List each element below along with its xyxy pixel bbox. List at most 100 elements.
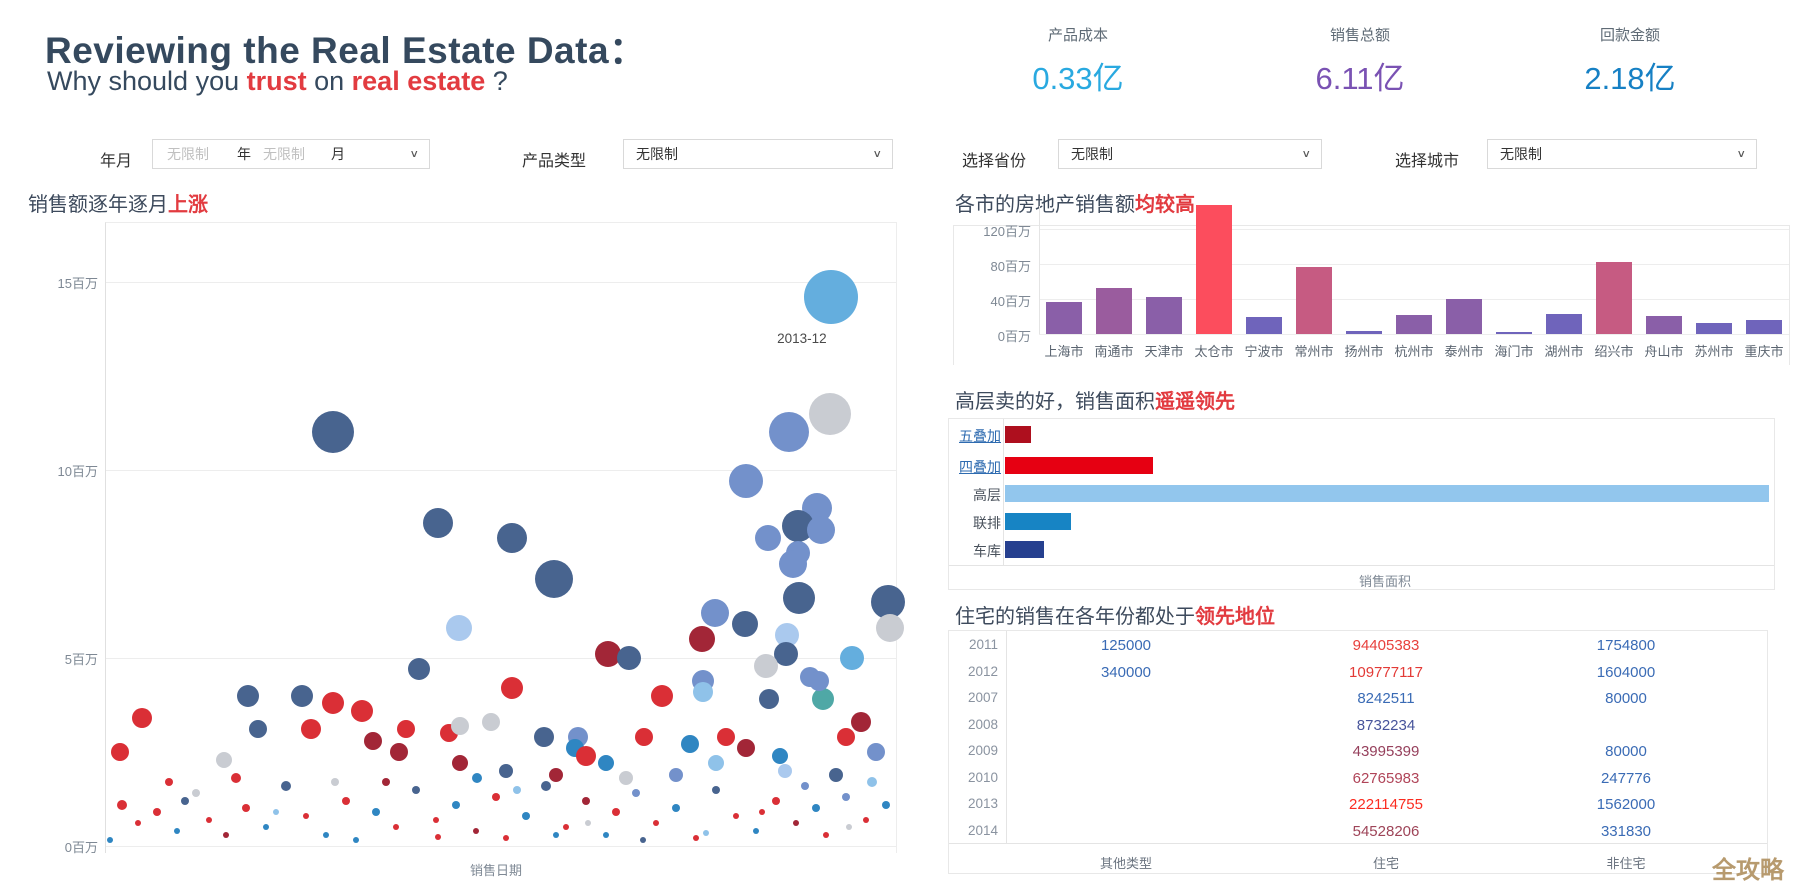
scatter-bubble[interactable] (875, 613, 904, 642)
scatter-bubble[interactable] (771, 796, 780, 805)
scatter-bubble[interactable] (612, 808, 621, 817)
scatter-bubble[interactable] (321, 692, 344, 715)
chevron-down-icon[interactable]: ∨ (872, 147, 882, 160)
scatter-bubble[interactable] (263, 824, 270, 831)
citybar-bar[interactable] (1396, 314, 1432, 334)
citybar-bar[interactable] (1496, 332, 1532, 334)
scatter-bubble[interactable] (822, 831, 829, 838)
scatter-bubble[interactable] (837, 727, 856, 746)
scatter-bubble[interactable] (732, 611, 759, 638)
scatter-bubble[interactable] (534, 560, 573, 599)
scatter-bubble[interactable] (632, 789, 641, 798)
scatter-bubble[interactable] (311, 411, 354, 454)
scatter-bubble[interactable] (707, 755, 724, 772)
scatter-bubble[interactable] (553, 831, 560, 838)
scatter-bubble[interactable] (839, 646, 864, 670)
scatter-bubble[interactable] (732, 812, 739, 819)
scatter-bubble[interactable] (576, 745, 597, 766)
scatter-bubble[interactable] (342, 796, 351, 805)
hbar-bar[interactable] (1005, 513, 1072, 530)
scatter-bubble[interactable] (809, 670, 830, 691)
scatter-bubble[interactable] (492, 793, 501, 802)
scatter-bubble[interactable] (701, 598, 730, 627)
hbar-bar[interactable] (1005, 541, 1044, 558)
scatter-bubble[interactable] (792, 820, 799, 827)
scatter-bubble[interactable] (522, 811, 531, 820)
scatter-bubble[interactable] (842, 793, 851, 802)
scatter-bubble[interactable] (736, 739, 755, 758)
scatter-bubble[interactable] (851, 711, 872, 732)
scatter-bubble[interactable] (390, 743, 409, 761)
scatter-bubble[interactable] (205, 816, 212, 823)
scatter-bubble[interactable] (272, 809, 279, 816)
citybar-bar[interactable] (1096, 287, 1132, 334)
scatter-bubble[interactable] (322, 831, 329, 838)
scatter-bubble[interactable] (501, 677, 524, 700)
citybar-bar[interactable] (1196, 205, 1232, 334)
scatter-bubble[interactable] (669, 767, 684, 782)
scatter-bubble[interactable] (174, 827, 181, 834)
scatter-bubble[interactable] (845, 824, 852, 831)
scatter-bubble[interactable] (616, 646, 641, 670)
scatter-bubble[interactable] (582, 796, 591, 805)
chevron-down-icon[interactable]: ∨ (1301, 147, 1311, 160)
citybar-bar[interactable] (1296, 266, 1332, 334)
scatter-bubble[interactable] (640, 837, 647, 844)
scatter-bubble[interactable] (755, 524, 782, 551)
scatter-bubble[interactable] (111, 743, 130, 761)
chevron-down-icon[interactable]: ∨ (409, 147, 419, 160)
scatter-bubble[interactable] (782, 581, 815, 614)
scatter-bubble[interactable] (680, 735, 699, 754)
scatter-bubble[interactable] (769, 412, 810, 453)
citybar-bar[interactable] (1746, 320, 1782, 334)
scatter-bubble[interactable] (165, 778, 174, 787)
scatter-bubble[interactable] (812, 804, 821, 813)
scatter-bubble[interactable] (364, 731, 383, 750)
scatter-bubble[interactable] (192, 789, 201, 798)
scatter-bubble[interactable] (451, 800, 460, 809)
scatter-bubble[interactable] (693, 835, 700, 842)
scatter-bubble[interactable] (132, 708, 153, 729)
scatter-bubble[interactable] (758, 809, 765, 816)
scatter-bubble[interactable] (472, 773, 483, 784)
scatter-bubble[interactable] (562, 824, 569, 831)
scatter-bubble[interactable] (397, 720, 416, 739)
chevron-down-icon[interactable]: ∨ (1736, 147, 1746, 160)
scatter-bubble[interactable] (153, 808, 162, 817)
scatter-bubble[interactable] (758, 689, 779, 710)
scatter-bubble[interactable] (867, 777, 878, 788)
scatter-bubble[interactable] (248, 720, 267, 739)
scatter-bubble[interactable] (728, 464, 763, 499)
scatter-bubble[interactable] (594, 641, 621, 668)
scatter-bubble[interactable] (372, 808, 381, 817)
scatter-bubble[interactable] (881, 800, 890, 809)
scatter-bubble[interactable] (862, 816, 869, 823)
scatter-bubble[interactable] (753, 827, 760, 834)
scatter-bubble[interactable] (350, 699, 373, 722)
hbar-bar[interactable] (1005, 426, 1031, 443)
hbar-category-label[interactable]: 四叠加 (959, 459, 1001, 475)
scatter-bubble[interactable] (618, 771, 633, 786)
scatter-bubble[interactable] (806, 516, 835, 545)
scatter-bubble[interactable] (497, 522, 528, 553)
scatter-bubble[interactable] (693, 681, 714, 702)
scatter-bubble[interactable] (290, 684, 313, 707)
citybar-bar[interactable] (1146, 297, 1182, 334)
scatter-bubble[interactable] (392, 824, 399, 831)
scatter-bubble[interactable] (804, 270, 859, 325)
scatter-bubble[interactable] (828, 767, 843, 782)
hbar-category-label[interactable]: 五叠加 (959, 428, 1001, 444)
scatter-bubble[interactable] (808, 392, 851, 435)
scatter-bubble[interactable] (215, 751, 232, 768)
scatter-bubble[interactable] (352, 837, 359, 844)
scatter-bubble[interactable] (871, 584, 906, 619)
scatter-bubble[interactable] (688, 626, 715, 653)
scatter-bubble[interactable] (498, 763, 513, 778)
scatter-bubble[interactable] (237, 684, 260, 707)
scatter-bubble[interactable] (603, 831, 610, 838)
scatter-bubble[interactable] (598, 755, 615, 772)
year-month-filter[interactable]: 无限制 年 无限制 月 ∨ (152, 139, 430, 169)
scatter-bubble[interactable] (502, 835, 509, 842)
scatter-bubble[interactable] (223, 831, 230, 838)
citybar-bar[interactable] (1446, 299, 1482, 334)
